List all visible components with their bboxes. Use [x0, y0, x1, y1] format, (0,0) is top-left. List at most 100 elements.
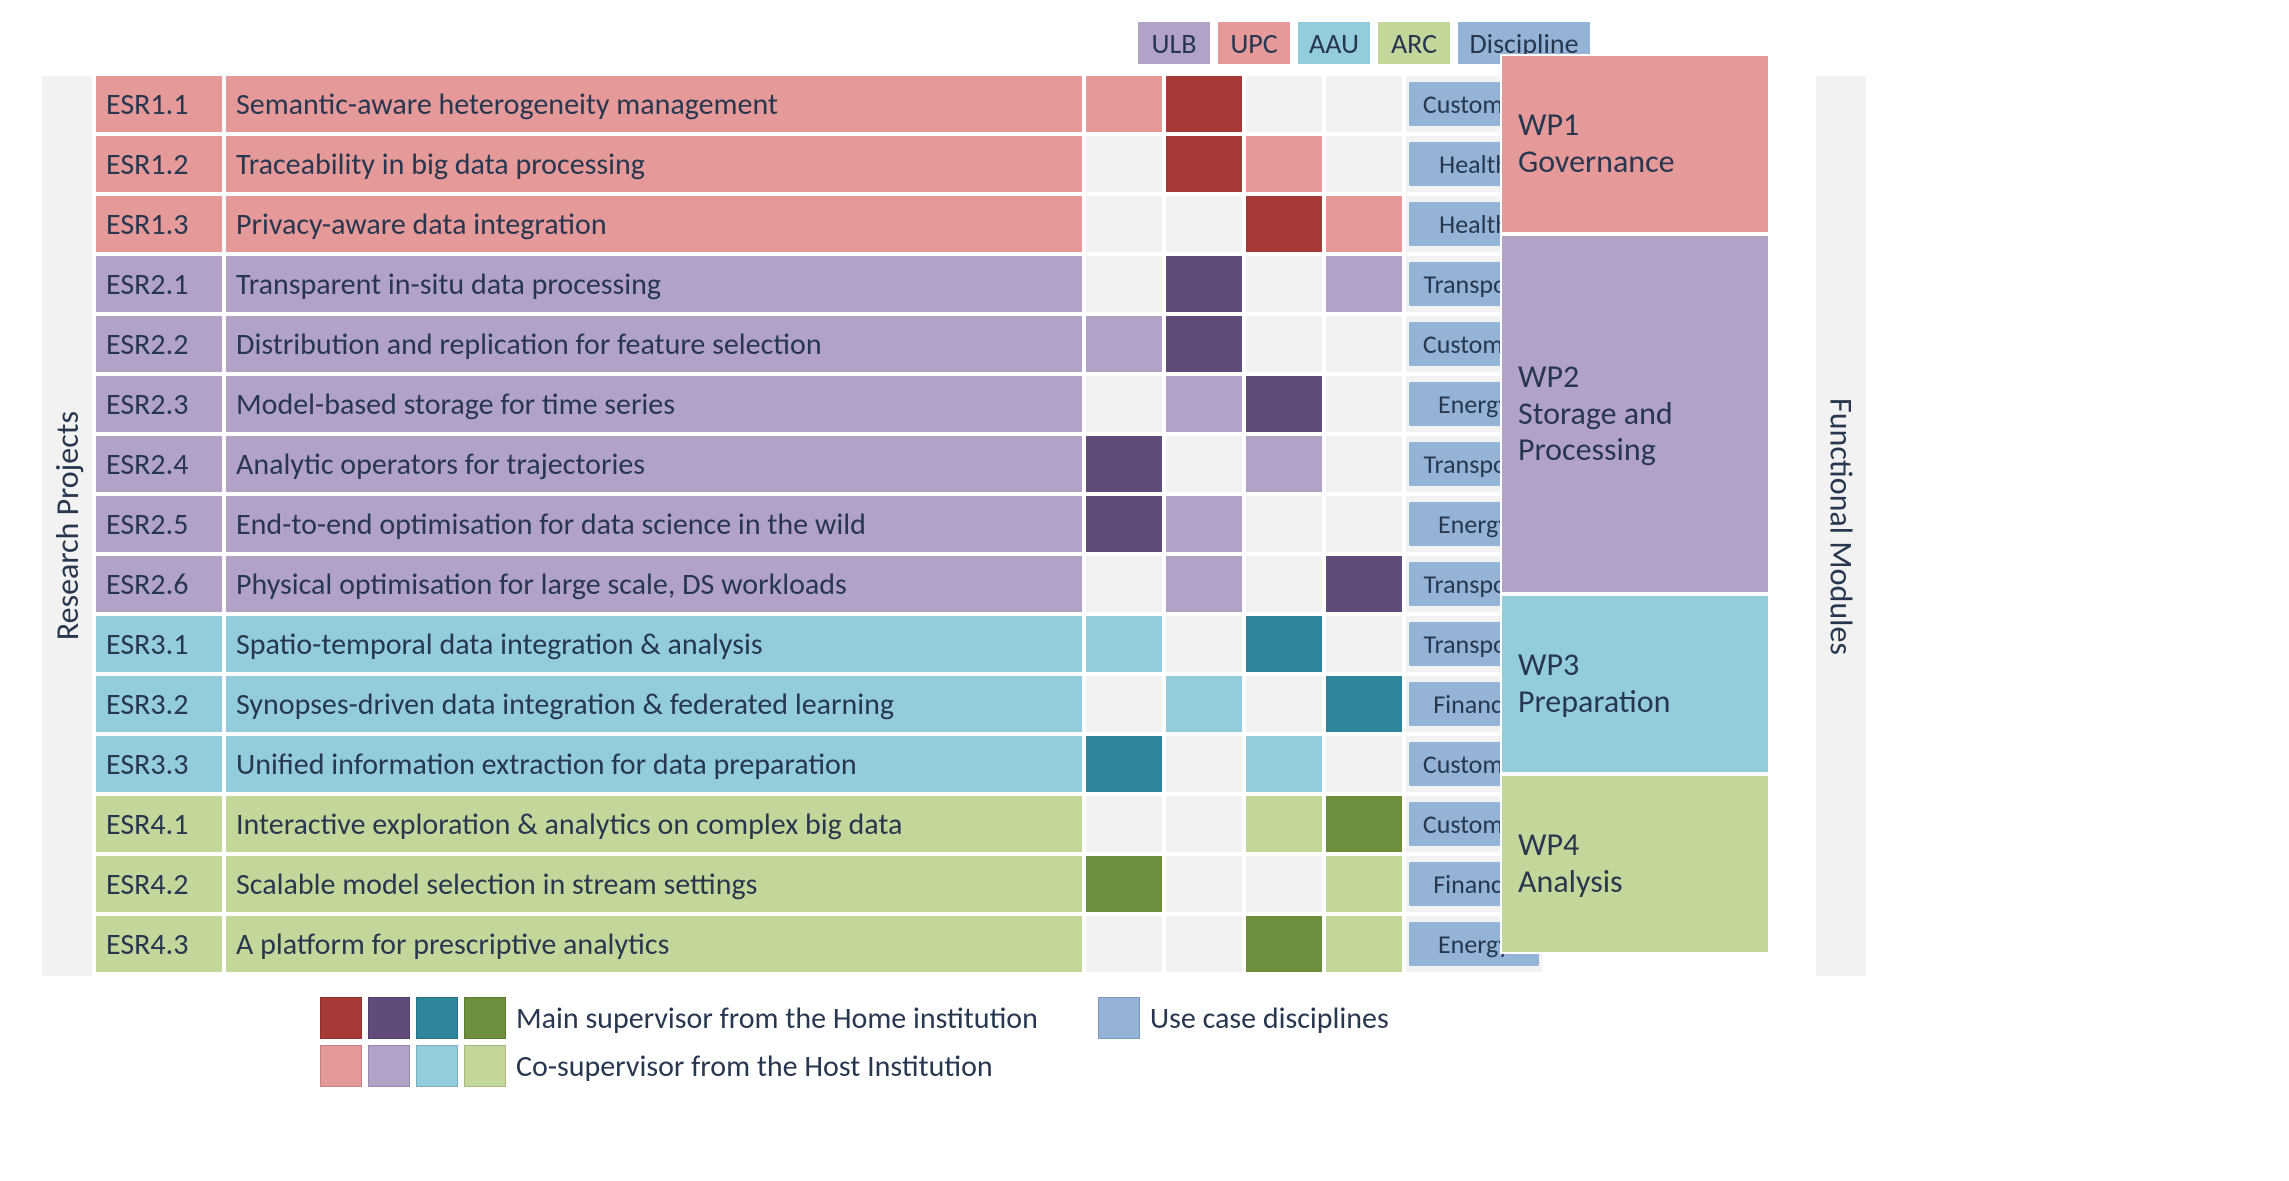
- inst-cell-aau: [1244, 494, 1324, 554]
- inst-cell-upc: [1164, 854, 1244, 914]
- project-title: A platform for prescriptive analytics: [224, 914, 1084, 974]
- inst-cell-ulb: [1084, 254, 1164, 314]
- project-title: Analytic operators for trajectories: [224, 434, 1084, 494]
- legend-swatch-co-wp2: [368, 1045, 410, 1087]
- inst-cell-upc: [1164, 374, 1244, 434]
- project-row: ESR4.1Interactive exploration & analytic…: [94, 794, 1544, 854]
- left-axis-label: Research Projects: [48, 411, 87, 640]
- project-row: ESR4.3A platform for prescriptive analyt…: [94, 914, 1544, 974]
- inst-cell-upc: [1164, 794, 1244, 854]
- project-id: ESR2.2: [94, 314, 224, 374]
- project-id: ESR2.5: [94, 494, 224, 554]
- project-id: ESR1.1: [94, 74, 224, 134]
- right-axis: Functional Modules: [1814, 74, 1868, 978]
- project-title: Spatio-temporal data integration & analy…: [224, 614, 1084, 674]
- project-row: ESR1.2Traceability in big data processin…: [94, 134, 1544, 194]
- project-id: ESR4.1: [94, 794, 224, 854]
- inst-cell-ulb: [1084, 194, 1164, 254]
- project-id: ESR4.3: [94, 914, 224, 974]
- inst-cell-ulb: [1084, 614, 1164, 674]
- inst-cell-aau: [1244, 374, 1324, 434]
- inst-cell-arc: [1324, 734, 1404, 794]
- inst-cell-arc: [1324, 674, 1404, 734]
- legend-swatch-main-wp1: [320, 997, 362, 1039]
- institution-header-arc: ARC: [1376, 20, 1452, 66]
- project-title: Traceability in big data processing: [224, 134, 1084, 194]
- inst-cell-upc: [1164, 734, 1244, 794]
- inst-cell-upc: [1164, 74, 1244, 134]
- legend-co-label: Co-supervisor from the Host Institution: [516, 1048, 993, 1085]
- project-title: Synopses-driven data integration & feder…: [224, 674, 1084, 734]
- header-row: ULBUPCAAUARC Discipline: [40, 20, 2249, 74]
- wp-label-wp4: WP4Analysis: [1500, 774, 1770, 954]
- project-id: ESR4.2: [94, 854, 224, 914]
- right-spacer: [1864, 20, 1918, 74]
- inst-cell-aau: [1244, 614, 1324, 674]
- inst-cell-aau: [1244, 854, 1324, 914]
- inst-cell-upc: [1164, 554, 1244, 614]
- inst-cell-upc: [1164, 494, 1244, 554]
- inst-cell-upc: [1164, 674, 1244, 734]
- diagram-root: ULBUPCAAUARC Discipline Research Project…: [0, 0, 2289, 1181]
- project-row: ESR2.4Analytic operators for trajectorie…: [94, 434, 1544, 494]
- inst-cell-arc: [1324, 74, 1404, 134]
- inst-cell-aau: [1244, 194, 1324, 254]
- project-row: ESR2.2Distribution and replication for f…: [94, 314, 1544, 374]
- legend: Main supervisor from the Home institutio…: [320, 994, 2249, 1090]
- project-title: Semantic-aware heterogeneity management: [224, 74, 1084, 134]
- inst-cell-arc: [1324, 914, 1404, 974]
- project-row: ESR1.3Privacy-aware data integrationHeal…: [94, 194, 1544, 254]
- project-id: ESR2.6: [94, 554, 224, 614]
- legend-swatch-main-wp4: [464, 997, 506, 1039]
- inst-cell-ulb: [1084, 794, 1164, 854]
- project-title: Interactive exploration & analytics on c…: [224, 794, 1084, 854]
- inst-cell-upc: [1164, 134, 1244, 194]
- inst-cell-upc: [1164, 194, 1244, 254]
- project-id: ESR1.3: [94, 194, 224, 254]
- legend-swatch-main-wp3: [416, 997, 458, 1039]
- inst-cell-aau: [1244, 734, 1324, 794]
- inst-cell-aau: [1244, 914, 1324, 974]
- wp-label-wp1: WP1Governance: [1500, 54, 1770, 234]
- inst-cell-ulb: [1084, 74, 1164, 134]
- project-title: Model-based storage for time series: [224, 374, 1084, 434]
- inst-cell-ulb: [1084, 854, 1164, 914]
- inst-cell-aau: [1244, 554, 1324, 614]
- project-id: ESR3.2: [94, 674, 224, 734]
- inst-cell-ulb: [1084, 374, 1164, 434]
- left-axis: Research Projects: [40, 74, 94, 978]
- project-title: Scalable model selection in stream setti…: [224, 854, 1084, 914]
- inst-cell-aau: [1244, 74, 1324, 134]
- legend-swatch-main-wp2: [368, 997, 410, 1039]
- inst-cell-aau: [1244, 434, 1324, 494]
- project-id: ESR3.1: [94, 614, 224, 674]
- inst-cell-ulb: [1084, 434, 1164, 494]
- inst-cell-arc: [1324, 254, 1404, 314]
- institution-header-ulb: ULB: [1136, 20, 1212, 66]
- project-row: ESR3.2Synopses-driven data integration &…: [94, 674, 1544, 734]
- project-row: ESR3.1Spatio-temporal data integration &…: [94, 614, 1544, 674]
- inst-cell-arc: [1324, 374, 1404, 434]
- project-title: Physical optimisation for large scale, D…: [224, 554, 1084, 614]
- project-id: ESR2.4: [94, 434, 224, 494]
- project-id: ESR1.2: [94, 134, 224, 194]
- legend-swatch-co-wp3: [416, 1045, 458, 1087]
- project-title: Transparent in-situ data processing: [224, 254, 1084, 314]
- legend-main-label: Main supervisor from the Home institutio…: [516, 1000, 1038, 1037]
- inst-cell-arc: [1324, 134, 1404, 194]
- wp-label-text: WP3Preparation: [1518, 647, 1670, 721]
- inst-cell-arc: [1324, 854, 1404, 914]
- project-row: ESR4.2Scalable model selection in stream…: [94, 854, 1544, 914]
- legend-discipline-label: Use case disciplines: [1150, 1000, 1389, 1037]
- right-axis-label: Functional Modules: [1822, 398, 1861, 655]
- inst-cell-arc: [1324, 194, 1404, 254]
- inst-cell-ulb: [1084, 674, 1164, 734]
- inst-cell-upc: [1164, 614, 1244, 674]
- project-id: ESR2.3: [94, 374, 224, 434]
- project-title: Distribution and replication for feature…: [224, 314, 1084, 374]
- inst-cell-aau: [1244, 314, 1324, 374]
- body: Research Projects ESR1.1Semantic-aware h…: [40, 74, 2249, 978]
- inst-cell-upc: [1164, 914, 1244, 974]
- institution-header-aau: AAU: [1296, 20, 1372, 66]
- project-title: End-to-end optimisation for data science…: [224, 494, 1084, 554]
